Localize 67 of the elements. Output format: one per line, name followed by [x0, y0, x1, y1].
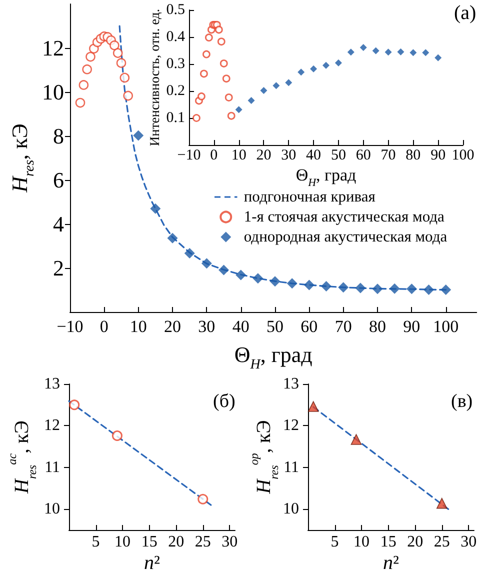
y-tick-label: 12	[283, 417, 299, 434]
x-tick-label: 70	[380, 148, 396, 164]
x-tick-label: 10	[231, 148, 246, 164]
x-tick-label: 0	[100, 317, 108, 336]
y-tick-label: 6	[53, 168, 64, 192]
y-tick-label: 0.3	[166, 56, 185, 72]
x-tick-label: 30	[281, 148, 296, 164]
y-axis-title: Hresac, кЭ	[5, 420, 39, 494]
y-tick-label: 13	[44, 376, 60, 392]
x-tick-label: 90	[430, 148, 446, 164]
x-tick-label: 15	[141, 534, 158, 550]
y-tick-label: 2	[53, 256, 64, 280]
x-tick-label: 50	[330, 148, 346, 164]
x-tick-label: 30	[198, 317, 216, 336]
x-tick-label: 40	[306, 148, 322, 164]
x-tick-label: 5	[92, 534, 100, 550]
y-tick-label: 11	[284, 458, 299, 476]
y-tick-label: 11	[44, 458, 60, 476]
x-tick-label: 10	[354, 534, 370, 550]
x-tick-label: 90	[403, 317, 420, 336]
x-tick-label: 80	[369, 317, 386, 336]
x-tick-label: 100	[452, 148, 474, 164]
x-tick-label: 60	[300, 317, 318, 336]
x-axis-title: n²	[383, 552, 399, 573]
legend-label: подгоночная кривая	[244, 188, 376, 206]
x-tick-label: 10	[130, 317, 147, 336]
x-tick-label: 20	[168, 534, 184, 550]
x-tick-label: −10	[177, 148, 201, 164]
x-tick-label: 30	[222, 534, 238, 550]
annotation: (б)	[213, 391, 236, 412]
y-tick-label: 0.1	[166, 110, 185, 126]
legend-label: однородная акустическая мода	[244, 228, 448, 246]
x-tick-label: 20	[256, 148, 272, 164]
annotation: (а)	[454, 2, 476, 24]
y-tick-label: 0.5	[166, 2, 185, 18]
x-axis-title: n²	[144, 552, 160, 573]
x-tick-label: 20	[407, 534, 424, 550]
legend-label: 1-я стоячая акустическая мода	[244, 208, 445, 226]
y-tick-label: 12	[44, 417, 60, 434]
x-tick-label: −10	[56, 317, 84, 336]
y-tick-label: 13	[283, 376, 299, 392]
y-tick-label: 8	[53, 124, 64, 148]
y-axis-title: Интенсивность, отн. ед.	[147, 8, 162, 146]
y-tick-label: 10	[44, 500, 60, 518]
y-tick-label: 0.2	[166, 83, 185, 99]
y-tick-label: 12	[42, 36, 64, 60]
y-tick-label: 0.4	[166, 29, 186, 45]
x-tick-label: 25	[434, 534, 450, 550]
x-tick-label: 0	[210, 148, 218, 164]
y-tick-label: 10	[42, 80, 64, 104]
annotation: (в)	[451, 391, 473, 412]
y-tick-label: 10	[283, 500, 299, 518]
x-tick-label: 50	[266, 317, 284, 336]
x-tick-label: 5	[330, 534, 339, 550]
x-tick-label: 15	[380, 534, 396, 550]
y-tick-label: 4	[53, 212, 64, 236]
y-axis-title: Hres, кЭ	[6, 124, 38, 194]
x-tick-label: 40	[232, 317, 250, 336]
x-tick-label: 30	[460, 534, 477, 550]
x-tick-label: 70	[334, 317, 352, 336]
x-tick-label: 60	[356, 148, 371, 164]
x-tick-label: 20	[164, 317, 182, 336]
x-tick-label: 100	[433, 317, 459, 336]
x-tick-label: 25	[194, 534, 211, 550]
x-tick-label: 80	[406, 148, 421, 164]
x-tick-label: 10	[114, 534, 131, 550]
y-axis-title: Hresop, кЭ	[247, 420, 281, 495]
